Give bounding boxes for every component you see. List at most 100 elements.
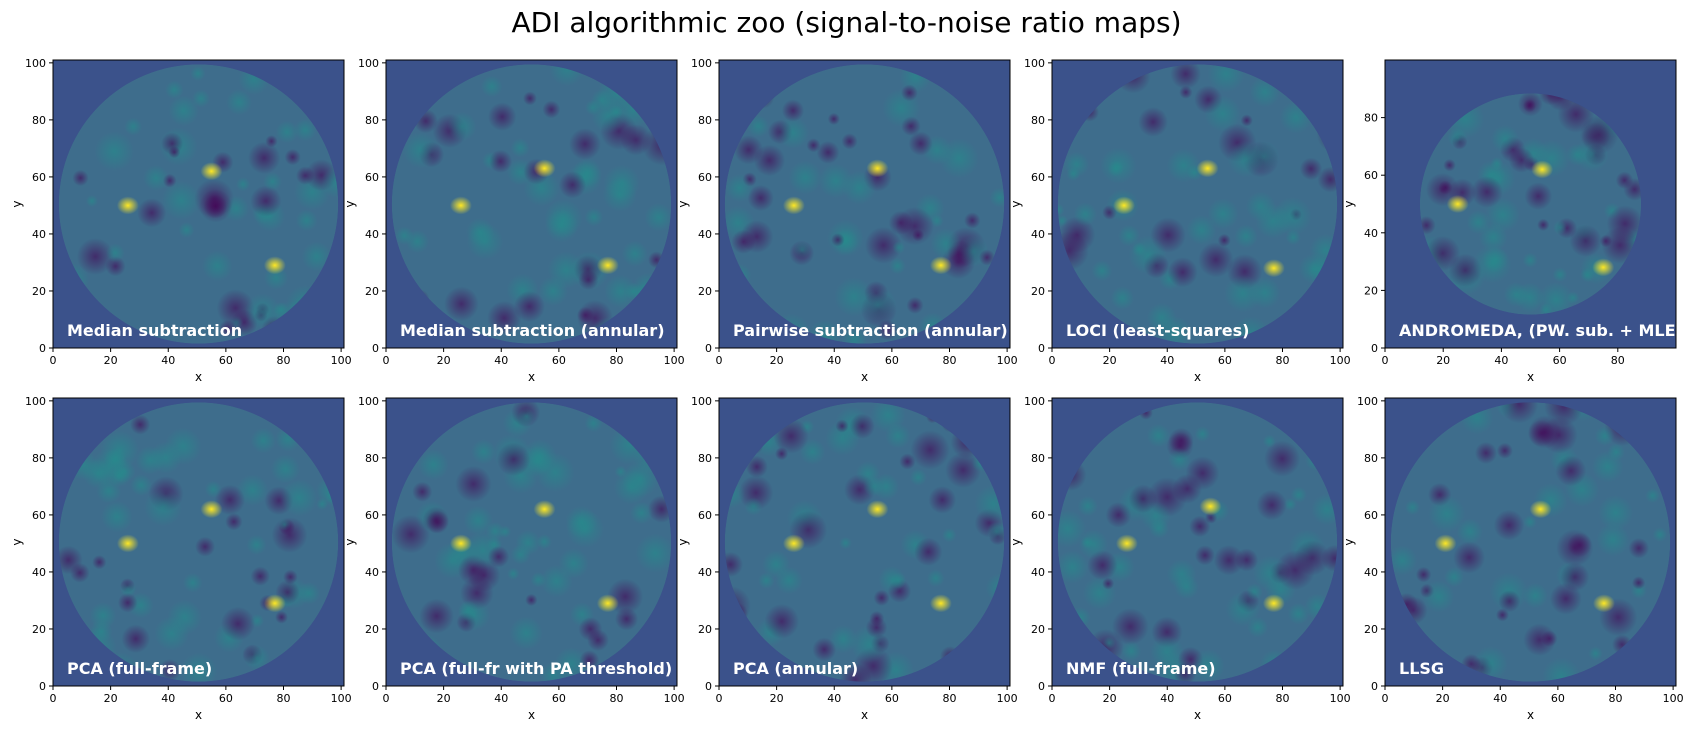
noise-speckle bbox=[1248, 276, 1281, 309]
x-tick-label: 0 bbox=[1049, 354, 1056, 367]
noise-speckle bbox=[137, 198, 167, 228]
bright-source bbox=[596, 594, 619, 613]
y-tick-label: 100 bbox=[358, 395, 379, 408]
noise-speckle bbox=[1599, 234, 1613, 248]
noise-speckle bbox=[826, 219, 865, 257]
noise-speckle bbox=[402, 132, 439, 169]
noise-speckle bbox=[1523, 515, 1537, 529]
noise-speckle bbox=[444, 286, 479, 322]
noise-speckle bbox=[1225, 591, 1261, 627]
noise-speckle bbox=[275, 610, 288, 624]
x-tick-label: 80 bbox=[609, 692, 623, 705]
noise-speckle bbox=[630, 501, 653, 525]
panel-caption: ANDROMEDA, (PW. sub. + MLE) bbox=[1399, 321, 1683, 340]
y-tick-label: 0 bbox=[39, 680, 46, 693]
noise-speckle bbox=[294, 118, 317, 142]
noise-speckle bbox=[1234, 224, 1258, 249]
noise-speckle bbox=[1555, 455, 1587, 487]
noise-speckle bbox=[525, 593, 538, 607]
x-axis-label: x bbox=[1194, 370, 1201, 384]
noise-speckle bbox=[1078, 529, 1109, 559]
x-tick-label: 40 bbox=[494, 354, 508, 367]
noise-speckle bbox=[745, 455, 768, 478]
x-tick-label: 20 bbox=[1103, 692, 1117, 705]
noise-speckle bbox=[909, 468, 927, 486]
noise-speckle bbox=[621, 240, 648, 267]
noise-speckle bbox=[591, 98, 627, 134]
noise-speckle bbox=[1500, 402, 1539, 424]
y-tick-label: 20 bbox=[698, 285, 712, 298]
panel-caption: PCA (full-fr with PA threshold) bbox=[400, 659, 672, 678]
noise-speckle bbox=[584, 207, 604, 227]
noise-speckle bbox=[788, 160, 822, 195]
noise-speckle bbox=[1262, 434, 1276, 448]
noise-speckle bbox=[928, 486, 957, 514]
x-tick-label: 60 bbox=[885, 354, 899, 367]
noise-speckle bbox=[930, 214, 944, 228]
noise-speckle bbox=[1596, 523, 1630, 557]
noise-speckle bbox=[1185, 456, 1220, 491]
noise-speckle bbox=[945, 452, 982, 489]
noise-speckle bbox=[901, 84, 918, 102]
y-tick-label: 60 bbox=[1364, 509, 1378, 522]
noise-speckle bbox=[96, 478, 122, 504]
noise-speckle bbox=[167, 599, 203, 635]
noise-speckle bbox=[509, 616, 543, 650]
axes-frame bbox=[52, 397, 345, 687]
noise-speckle bbox=[226, 89, 253, 116]
noise-speckle bbox=[165, 80, 184, 100]
y-tick-label: 100 bbox=[358, 57, 379, 70]
noise-speckle bbox=[180, 652, 218, 682]
noise-speckle bbox=[488, 149, 513, 173]
y-axis-label: y bbox=[1009, 538, 1023, 545]
noise-speckle bbox=[220, 606, 255, 641]
y-tick-label: 60 bbox=[365, 171, 379, 184]
y-axis-label: y bbox=[10, 200, 24, 207]
noise-speckle bbox=[76, 237, 114, 275]
x-tick-label: 40 bbox=[1493, 692, 1507, 705]
noise-speckle bbox=[622, 460, 659, 498]
bright-source bbox=[866, 159, 889, 178]
noise-speckle bbox=[250, 185, 282, 217]
snr-map-panel: 0 20 40 60 80 100 0 20 40 60 80 100 x y PCA (annular) bbox=[676, 395, 1018, 722]
noise-speckle bbox=[130, 474, 152, 496]
noise-speckle bbox=[1591, 450, 1624, 483]
noise-speckle bbox=[1213, 544, 1245, 576]
noise-speckle bbox=[72, 169, 89, 187]
y-tick-label: 60 bbox=[698, 171, 712, 184]
noise-speckle bbox=[225, 513, 243, 531]
panel-caption: Median subtraction bbox=[67, 321, 242, 340]
noise-speckle bbox=[216, 289, 255, 327]
noise-speckle bbox=[507, 567, 520, 580]
noise-speckle bbox=[895, 206, 934, 246]
noise-speckle bbox=[1321, 544, 1338, 572]
x-axis-label: x bbox=[861, 708, 868, 722]
noise-speckle bbox=[1179, 85, 1193, 99]
noise-speckle bbox=[986, 521, 1005, 542]
noise-speckle bbox=[1498, 590, 1521, 613]
noise-speckle bbox=[1066, 167, 1081, 181]
noise-speckle bbox=[859, 285, 897, 324]
noise-speckle bbox=[1415, 566, 1432, 583]
x-tick-label: 0 bbox=[383, 354, 390, 367]
y-tick-label: 60 bbox=[32, 171, 46, 184]
y-tick-label: 20 bbox=[1364, 284, 1378, 297]
x-axis-label: x bbox=[1194, 708, 1201, 722]
noise-speckle bbox=[914, 537, 943, 566]
noise-speckle bbox=[517, 407, 536, 426]
y-tick-label: 40 bbox=[365, 228, 379, 241]
noise-speckle bbox=[158, 659, 181, 682]
noise-speckle bbox=[1102, 636, 1116, 650]
y-tick-label: 0 bbox=[1371, 680, 1378, 693]
noise-speckle bbox=[250, 427, 277, 454]
noise-speckle bbox=[1166, 148, 1201, 183]
y-axis-label: y bbox=[1009, 200, 1023, 207]
noise-speckle bbox=[510, 544, 531, 565]
x-tick-label: 80 bbox=[276, 692, 290, 705]
noise-speckle bbox=[1569, 224, 1602, 257]
noise-speckle bbox=[168, 95, 199, 126]
noise-speckle bbox=[1552, 220, 1568, 235]
noise-speckle bbox=[873, 589, 890, 606]
y-tick-label: 80 bbox=[698, 452, 712, 465]
